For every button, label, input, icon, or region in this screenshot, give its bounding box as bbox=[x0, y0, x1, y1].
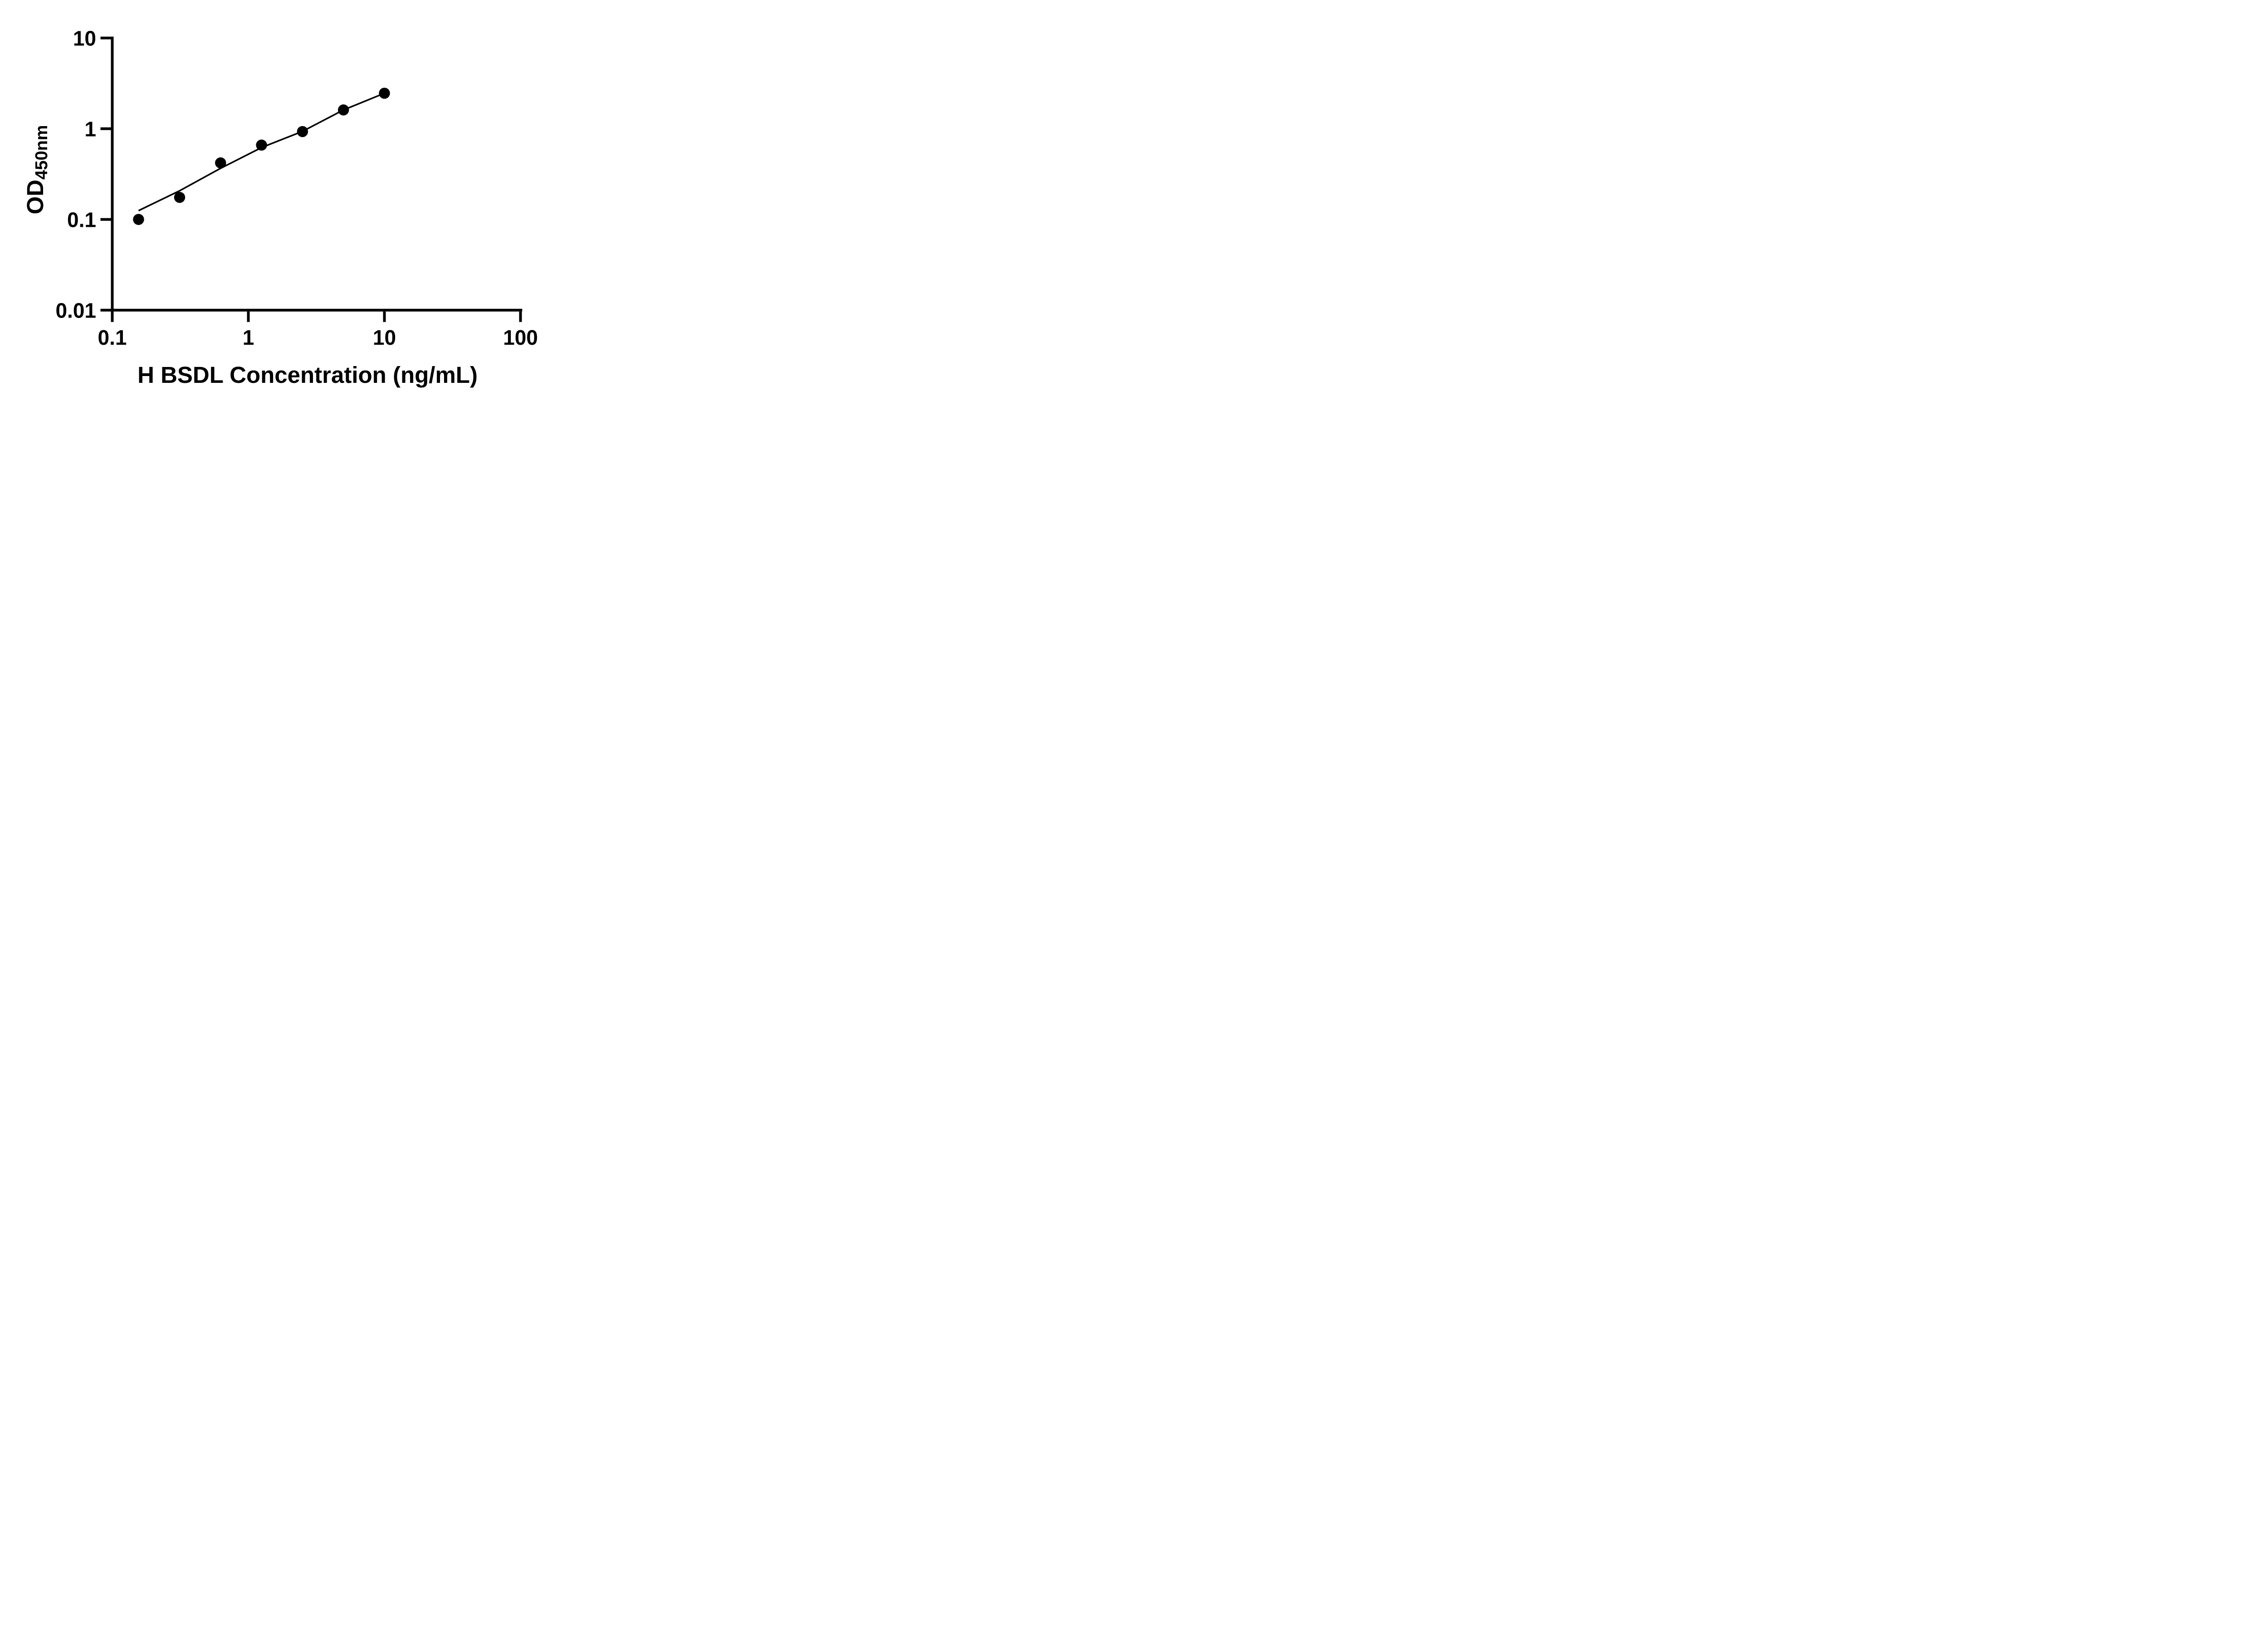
y-tick-label: 0.01 bbox=[55, 298, 96, 322]
y-tick bbox=[100, 308, 111, 312]
y-axis-title-main: OD bbox=[22, 179, 48, 215]
x-tick bbox=[383, 311, 386, 322]
data-point bbox=[215, 157, 226, 169]
y-tick bbox=[100, 36, 111, 39]
x-tick-label: 100 bbox=[503, 326, 538, 349]
x-tick bbox=[111, 311, 114, 322]
x-tick bbox=[519, 311, 522, 322]
y-axis-line bbox=[111, 36, 114, 312]
x-axis-line bbox=[111, 308, 523, 312]
x-tick-label: 1 bbox=[243, 326, 254, 349]
y-tick-label: 10 bbox=[73, 26, 96, 50]
data-point bbox=[133, 214, 144, 225]
elisa-standard-curve-figure: 0.1 1 10 100 10 1 0.1 0.01 H BSDL Concentration… bbox=[0, 0, 583, 408]
x-tick-label: 10 bbox=[373, 326, 396, 349]
x-tick-label: 0.1 bbox=[98, 326, 127, 349]
y-axis-title: OD450nm bbox=[22, 125, 52, 215]
y-tick bbox=[100, 218, 111, 221]
data-point bbox=[379, 88, 390, 99]
data-point bbox=[297, 126, 308, 137]
y-tick bbox=[100, 127, 111, 130]
x-tick bbox=[247, 311, 250, 322]
data-point bbox=[337, 104, 349, 116]
data-point bbox=[174, 191, 186, 203]
x-axis-title: H BSDL Concentration (ng/mL) bbox=[137, 362, 478, 388]
y-tick-label: 0.1 bbox=[67, 208, 96, 231]
data-point bbox=[256, 139, 267, 151]
y-axis-title-subscript: 450nm bbox=[32, 125, 51, 180]
y-tick-label: 1 bbox=[84, 117, 96, 141]
